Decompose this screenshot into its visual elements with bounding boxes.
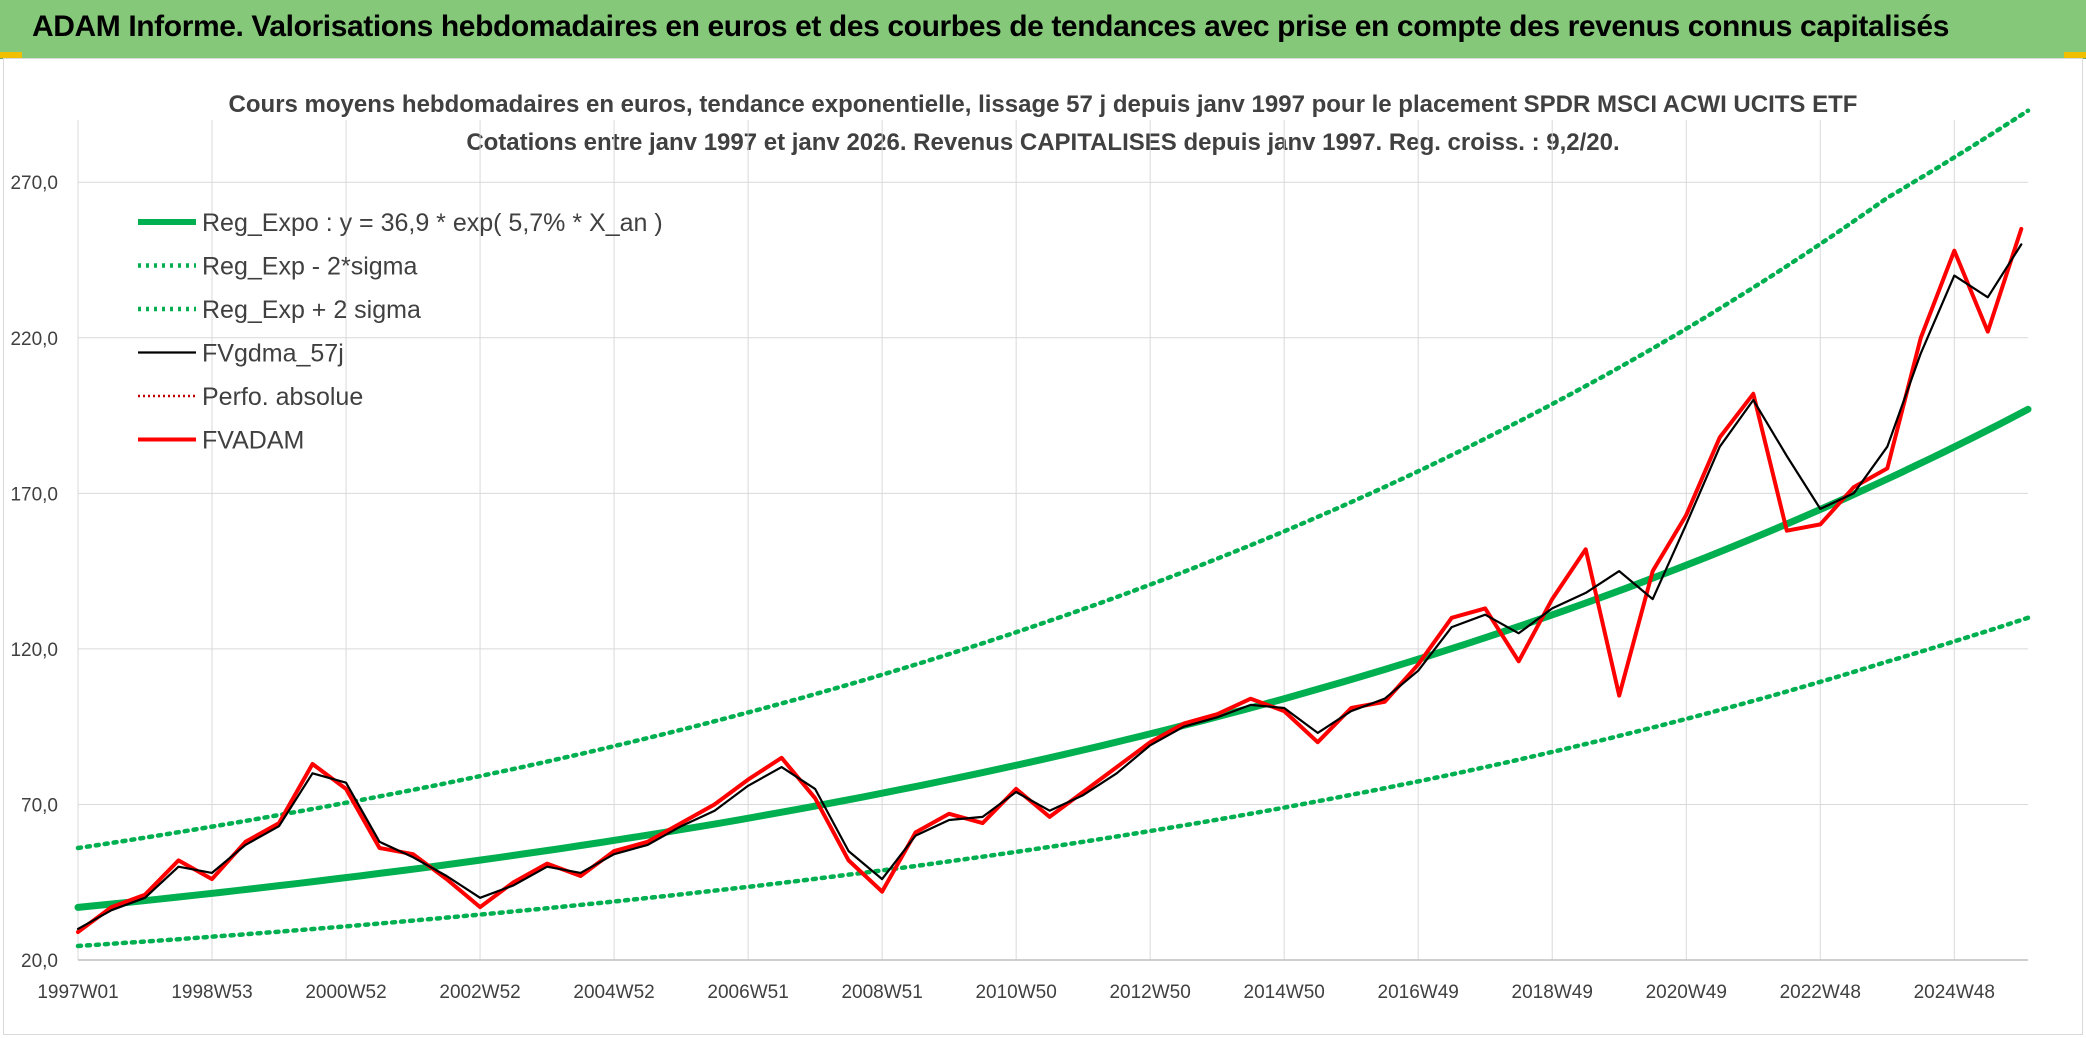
legend-label: FVgdma_57j xyxy=(202,340,344,368)
x-tick-label: 1997W01 xyxy=(37,982,118,1003)
chart-panel xyxy=(3,58,2083,1035)
chart-subtitle: Cotations entre janv 1997 et janv 2026. … xyxy=(466,129,1619,156)
x-tick-label: 2018W49 xyxy=(1512,982,1593,1003)
x-tick-label: 2014W50 xyxy=(1244,982,1325,1003)
x-tick-label: 2002W52 xyxy=(439,982,520,1003)
x-tick-label: 2006W51 xyxy=(707,982,788,1003)
x-tick-label: 2008W51 xyxy=(841,982,922,1003)
legend-label: Reg_Exp + 2 sigma xyxy=(202,296,421,324)
y-tick-label: 270,0 xyxy=(10,173,58,194)
x-tick-label: 2024W48 xyxy=(1914,982,1995,1003)
x-tick-label: 2004W52 xyxy=(573,982,654,1003)
series-line-3 xyxy=(76,243,2023,931)
legend-label: Perfo. absolue xyxy=(202,383,363,411)
legend-label: Reg_Expo : y = 36,9 * exp( 5,7% * X_an ) xyxy=(202,209,663,237)
series-line-1 xyxy=(75,615,2031,949)
legend: Reg_Expo : y = 36,9 * exp( 5,7% * X_an )… xyxy=(138,209,663,455)
series-lines xyxy=(74,108,2032,949)
x-tick-label: 2012W50 xyxy=(1109,982,1190,1003)
x-tick-label: 2020W49 xyxy=(1646,982,1727,1003)
corner-accent-right xyxy=(2064,52,2086,58)
legend-label: Reg_Exp - 2*sigma xyxy=(202,253,417,281)
x-tick-label: 2016W49 xyxy=(1378,982,1459,1003)
legend-label: FVADAM xyxy=(202,427,304,455)
x-tick-label: 2000W52 xyxy=(305,982,386,1003)
y-axis-ticks: 20,0 70,0 120,0 170,0 220,0 270,0 xyxy=(10,173,58,972)
y-tick-label: 20,0 xyxy=(21,951,58,972)
report-title: ADAM Informe. Valorisations hebdomadaire… xyxy=(32,10,1949,43)
y-tick-label: 120,0 xyxy=(10,640,58,661)
x-tick-label: 1998W53 xyxy=(171,982,252,1003)
series-line-2 xyxy=(75,108,2031,851)
x-tick-label: 2022W48 xyxy=(1780,982,1861,1003)
x-tick-label: 2010W50 xyxy=(975,982,1056,1003)
corner-accent-left xyxy=(0,52,22,58)
y-tick-label: 170,0 xyxy=(10,484,58,505)
y-tick-label: 70,0 xyxy=(21,795,58,816)
series-line-0 xyxy=(74,405,2032,911)
chart-title: Cours moyens hebdomadaires en euros, ten… xyxy=(229,91,1858,118)
series-line-5 xyxy=(76,226,2024,934)
report-banner: ADAM Informe. Valorisations hebdomadaire… xyxy=(0,0,2086,59)
gridlines xyxy=(77,120,2028,961)
x-axis-ticks: 1997W01 1998W53 2000W52 2002W52 2004W52 2006W… xyxy=(37,982,1995,1003)
y-tick-label: 220,0 xyxy=(10,329,58,350)
